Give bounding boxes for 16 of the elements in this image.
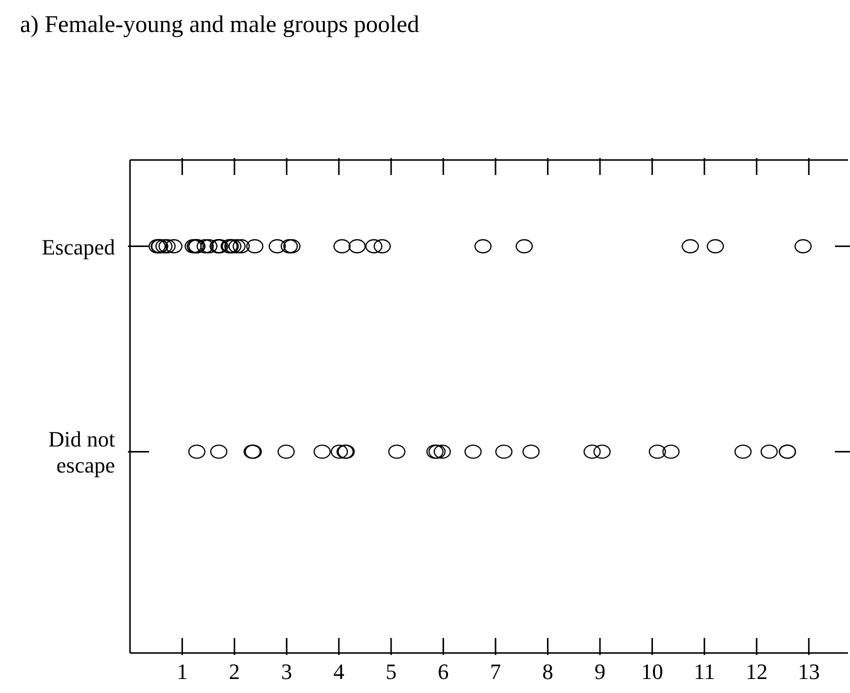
chart-title: a) Female-young and male groups pooled xyxy=(20,12,420,39)
x-tick-label: 4 xyxy=(333,659,344,684)
y-tick-label: Escaped xyxy=(42,234,115,260)
x-tick-label: 9 xyxy=(594,659,606,684)
x-tick-label: 5 xyxy=(386,659,397,684)
x-tick-label: 2 xyxy=(228,659,240,684)
x-tick-label: 11 xyxy=(694,659,715,684)
x-tick-label: 6 xyxy=(438,659,449,684)
x-tick-label: 3 xyxy=(281,659,292,684)
x-tick-label: 7 xyxy=(490,659,502,684)
x-tick-label: 1 xyxy=(176,659,188,684)
y-tick-label: Did not escape xyxy=(48,426,115,478)
x-tick-label: 12 xyxy=(746,659,768,684)
x-tick-label: 10 xyxy=(641,659,664,684)
x-tick-label: 8 xyxy=(542,659,554,684)
x-tick-label: 13 xyxy=(798,659,820,684)
